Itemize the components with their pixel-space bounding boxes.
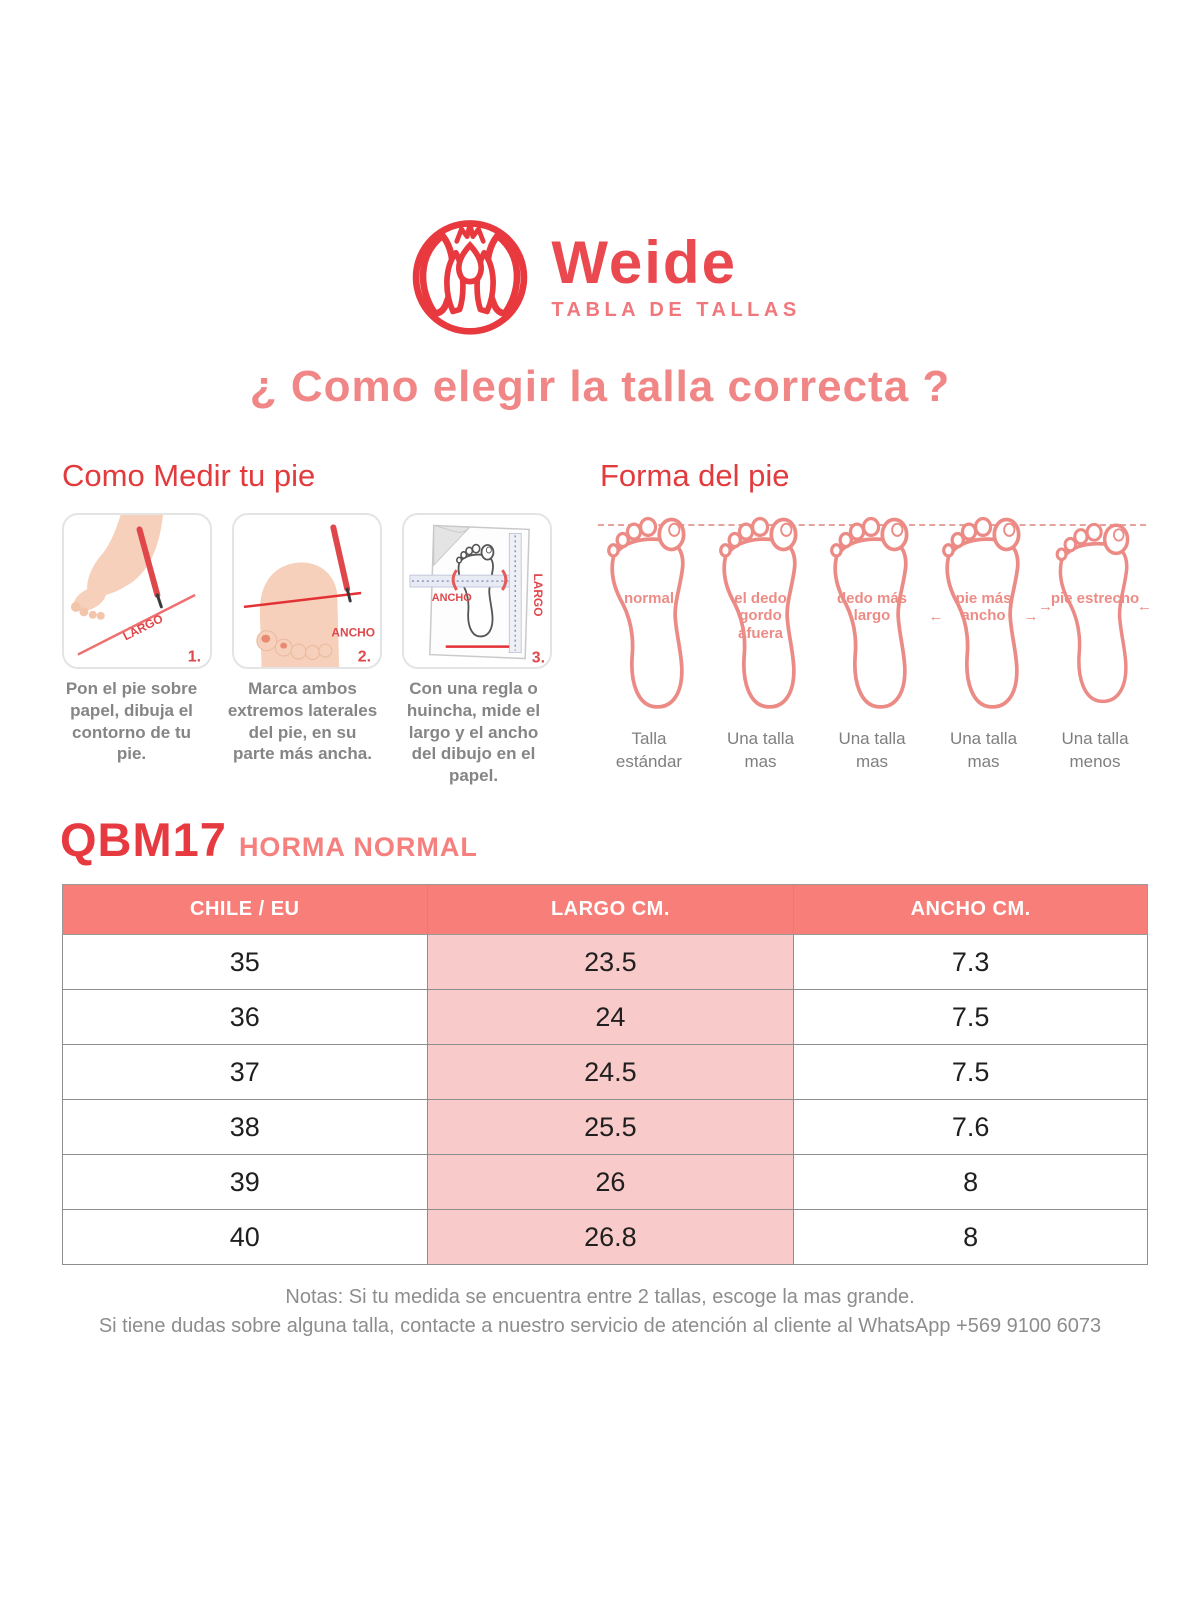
size-cell: 37: [62, 1044, 428, 1100]
size-cell: 39: [62, 1154, 428, 1210]
largo-label: LARGO: [121, 611, 166, 643]
measure-heading: Como Medir tu pie: [62, 458, 316, 493]
size-table: CHILE / EU LARGO CM. ANCHO CM. 35 23.5 7.3…: [62, 884, 1148, 1265]
size-cell: 24.5: [426, 1044, 795, 1100]
model-code: QBM17: [60, 813, 227, 866]
size-cell: 26: [426, 1154, 795, 1210]
size-cell: 7.3: [793, 934, 1148, 990]
col-chile-eu: CHILE / EU: [62, 884, 428, 935]
ancho-label: ANCHO: [331, 626, 375, 640]
size-cell: 8: [793, 1154, 1148, 1210]
size-cell: 40: [62, 1209, 428, 1265]
ancho-label: ANCHO: [432, 592, 473, 604]
size-cell: 7.5: [793, 989, 1148, 1045]
foot-shape-label: dedo más largo: [836, 590, 908, 625]
measure-steps: LARGO 1. ANCHO 2.: [62, 513, 552, 669]
foot-shape-narrow: pie estrecho Una talla menos: [1038, 512, 1152, 774]
col-ancho-cm: ANCHO CM.: [793, 884, 1148, 935]
notes-line-1: Notas: Si tu medida se encuentra entre 2…: [285, 1286, 915, 1308]
measure-step-1-caption: Pon el pie sobre papel, dibuja el contor…: [65, 679, 198, 764]
page-title: ¿ Como elegir la talla correcta ?: [249, 362, 951, 411]
foot-shape-label: normal: [623, 590, 674, 607]
table-header-row: CHILE / EU LARGO CM. ANCHO CM.: [62, 884, 1148, 935]
brand-logo: Weide TABLA DE TALLAS: [0, 210, 1200, 345]
foot-shape-label: pie más ancho: [929, 590, 1039, 625]
foot-outline-icon: [601, 512, 697, 718]
measure-step-1-image: LARGO 1.: [62, 513, 212, 669]
measure-step-3-caption: Con una regla o huincha, mide el largo y…: [406, 679, 541, 785]
step-number: 3.: [532, 650, 545, 667]
size-cell: 35: [62, 934, 428, 990]
table-row: 40 26.8 8: [62, 1209, 1148, 1265]
table-row: 36 24 7.5: [62, 989, 1148, 1045]
foot-shape-big-toe-out: el dedo gordo afuera Una talla mas: [708, 512, 814, 774]
size-cell: 38: [62, 1099, 428, 1155]
brand-flower-icon: [399, 210, 541, 345]
shapes-heading: Forma del pie: [600, 458, 790, 493]
table-row: 37 24.5 7.5: [62, 1044, 1148, 1100]
notes: Notas: Si tu medida se encuentra entre 2…: [0, 1283, 1200, 1341]
model-subtitle: HORMA NORMAL: [238, 832, 478, 862]
size-cell: 25.5: [426, 1099, 795, 1155]
measure-step-2-caption: Marca ambos extremos laterales del pie, …: [227, 679, 378, 764]
model-heading: QBM17 HORMA NORMAL: [60, 812, 478, 867]
foot-shape-caption: Talla estándar: [615, 729, 683, 771]
size-cell: 24: [426, 989, 795, 1045]
table-row: 38 25.5 7.6: [62, 1099, 1148, 1155]
foot-outline-icon: [1051, 512, 1139, 718]
foot-shape-normal: normal Talla estándar: [596, 512, 702, 774]
brand-name: Weide: [551, 229, 737, 296]
measure-step-3-image: ANCHO LARGO 3.: [402, 513, 552, 669]
foot-shape-caption: Una talla mas: [838, 729, 906, 771]
foot-shape-label: el dedo gordo afuera: [734, 590, 787, 642]
foot-shape-caption: Una talla mas: [949, 729, 1018, 771]
foot-shape-wide: pie más ancho Una talla mas: [929, 512, 1039, 774]
foot-shape-longer-toe: dedo más largo Una talla mas: [819, 512, 925, 774]
foot-shape-label: pie estrecho: [1038, 590, 1152, 616]
table-row: 39 26 8: [62, 1154, 1148, 1210]
foot-shapes: normal Talla estándar el dedo gordo afue…: [596, 512, 1152, 774]
size-cell: 26.8: [426, 1209, 795, 1265]
largo-label: LARGO: [531, 573, 545, 616]
measure-captions: Pon el pie sobre papel, dibuja el contor…: [56, 678, 550, 787]
size-cell: 8: [793, 1209, 1148, 1265]
size-cell: 7.6: [793, 1099, 1148, 1155]
notes-line-2: Si tiene dudas sobre alguna talla, conta…: [98, 1315, 1102, 1337]
size-table-body: 35 23.5 7.3 36 24 7.5 37 24.5 7.5 38 25.5 7.6 39 26 8 4…: [62, 934, 1148, 1265]
measure-step-2-image: ANCHO 2.: [232, 513, 382, 669]
foot-shape-caption: Una talla mas: [726, 729, 795, 771]
step-number: 1.: [188, 649, 201, 666]
size-cell: 23.5: [426, 934, 795, 990]
col-largo-cm: LARGO CM.: [426, 884, 795, 935]
brand-tagline: TABLA DE TALLAS: [551, 299, 801, 321]
step-number: 2.: [358, 649, 371, 666]
foot-shape-caption: Una talla menos: [1061, 729, 1129, 771]
size-cell: 7.5: [793, 1044, 1148, 1100]
size-cell: 36: [62, 989, 428, 1045]
table-row: 35 23.5 7.3: [62, 934, 1148, 990]
